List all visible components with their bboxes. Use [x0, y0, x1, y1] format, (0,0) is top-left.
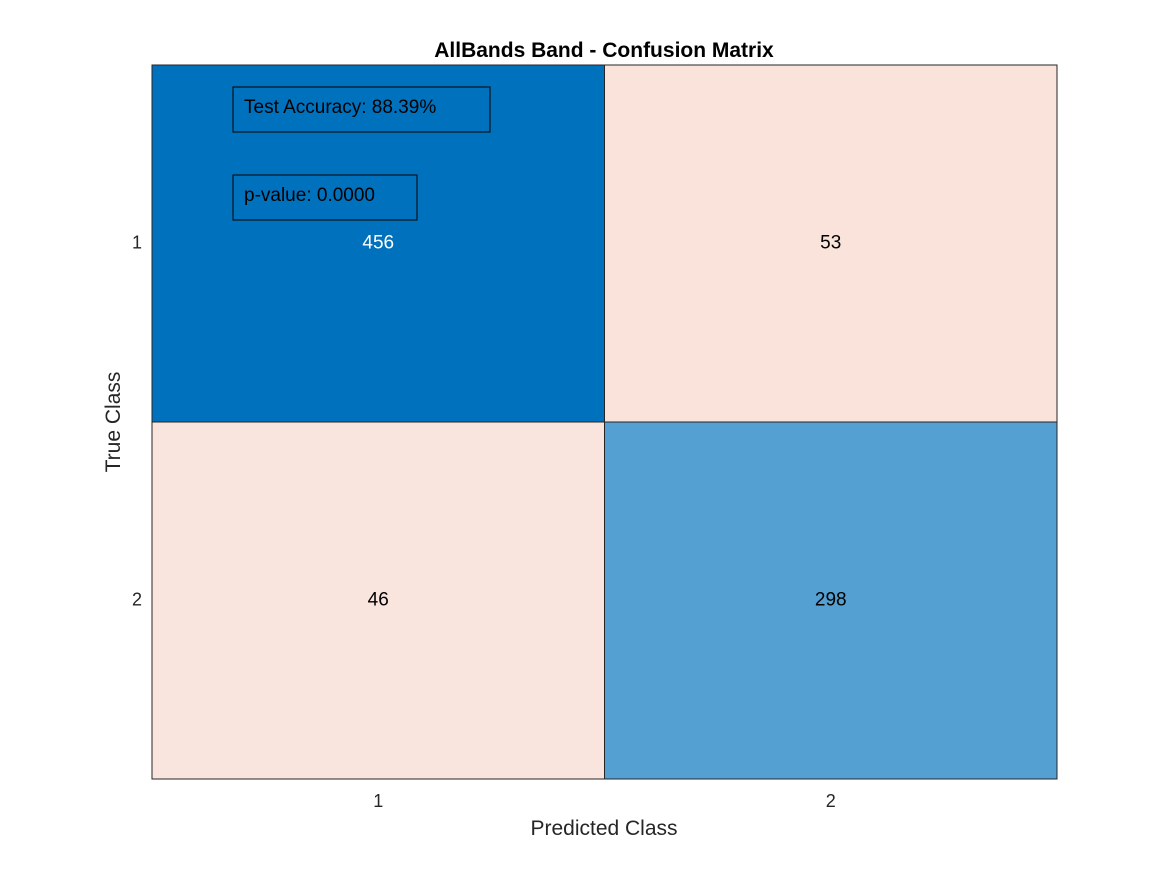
annotation-text: p-value: 0.0000	[244, 185, 375, 206]
annotation-text: Test Accuracy: 88.39%	[244, 97, 436, 118]
annotation-box-border	[232, 174, 418, 221]
y-tick-label: 1	[132, 232, 142, 252]
annotation-box-border	[232, 86, 491, 133]
annotation-boxes: Test Accuracy: 88.39% p-value: 0.0000	[232, 86, 491, 221]
x-axis-label: Predicted Class	[530, 817, 677, 840]
x-tick-label: 1	[373, 791, 383, 811]
cell-value-label: 46	[368, 590, 389, 611]
matrix-cells: 456 53 46 298	[151, 64, 1058, 780]
y-tick-labels: 12	[132, 232, 142, 609]
annotation-box: Test Accuracy: 88.39%	[232, 86, 491, 133]
x-tick-label: 2	[826, 791, 836, 811]
cell-value-label: 456	[362, 233, 394, 254]
matrix-cell	[151, 421, 605, 780]
matrix-cell	[604, 421, 1058, 780]
cell-value-label: 298	[815, 590, 847, 611]
chart-title: AllBands Band - Confusion Matrix	[434, 39, 774, 62]
y-axis-label: True Class	[102, 372, 125, 473]
plot-frame	[151, 64, 1058, 780]
annotation-box: p-value: 0.0000	[232, 174, 418, 221]
y-tick-label: 2	[132, 589, 142, 609]
matrix-cell	[604, 64, 1058, 423]
matrix-cell	[151, 64, 605, 423]
cell-value-label: 53	[820, 233, 841, 254]
